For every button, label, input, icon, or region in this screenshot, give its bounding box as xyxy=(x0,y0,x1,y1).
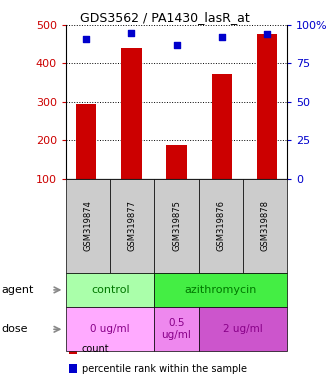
Bar xyxy=(76,104,96,217)
Point xyxy=(129,30,134,36)
Text: 2 ug/ml: 2 ug/ml xyxy=(223,324,263,334)
Text: percentile rank within the sample: percentile rank within the sample xyxy=(82,364,247,374)
Bar xyxy=(121,48,142,217)
Bar xyxy=(257,34,277,217)
Text: agent: agent xyxy=(2,285,34,295)
Text: GSM319874: GSM319874 xyxy=(83,200,93,251)
Text: GSM319878: GSM319878 xyxy=(260,200,270,251)
Bar xyxy=(166,145,187,217)
Text: azithromycin: azithromycin xyxy=(184,285,257,295)
Bar xyxy=(212,74,232,217)
Point xyxy=(264,31,270,37)
Text: dose: dose xyxy=(2,324,28,334)
Text: GDS3562 / PA1430_lasR_at: GDS3562 / PA1430_lasR_at xyxy=(80,11,250,24)
Text: GSM319875: GSM319875 xyxy=(172,200,181,251)
Text: GSM319877: GSM319877 xyxy=(128,200,137,251)
Text: count: count xyxy=(82,344,109,354)
Point xyxy=(83,36,89,42)
Text: 0 ug/ml: 0 ug/ml xyxy=(90,324,130,334)
Text: control: control xyxy=(91,285,130,295)
Text: GSM319876: GSM319876 xyxy=(216,200,225,251)
Text: 0.5
ug/ml: 0.5 ug/ml xyxy=(162,318,191,340)
Point xyxy=(219,34,224,40)
Point xyxy=(174,42,179,48)
